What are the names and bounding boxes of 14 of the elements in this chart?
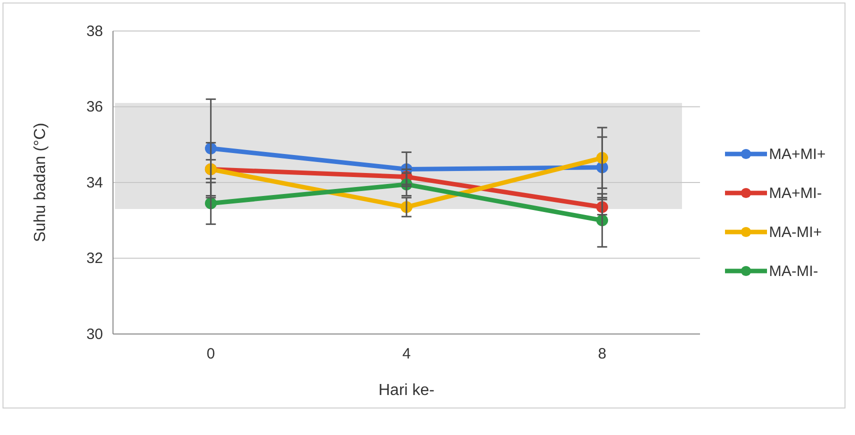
y-tick-label: 32: [86, 250, 103, 268]
legend-label: MA-MI+: [769, 224, 822, 241]
y-tick-label: 38: [86, 22, 103, 40]
legend-label: MA-MI-: [769, 263, 818, 280]
y-tick-label: 36: [86, 98, 103, 116]
x-tick-label: 0: [206, 346, 216, 363]
x-axis-title: Hari ke-: [378, 382, 435, 399]
y-tick-label: 30: [86, 326, 103, 343]
x-tick-label: 8: [598, 346, 606, 363]
y-axis-title: Suhu badan (°C): [32, 122, 49, 242]
x-tick-label: 4: [402, 346, 411, 363]
y-tick-label: 34: [86, 174, 103, 192]
legend-label: MA+MI-: [769, 185, 822, 202]
legend-label: MA+MI+: [769, 146, 826, 163]
